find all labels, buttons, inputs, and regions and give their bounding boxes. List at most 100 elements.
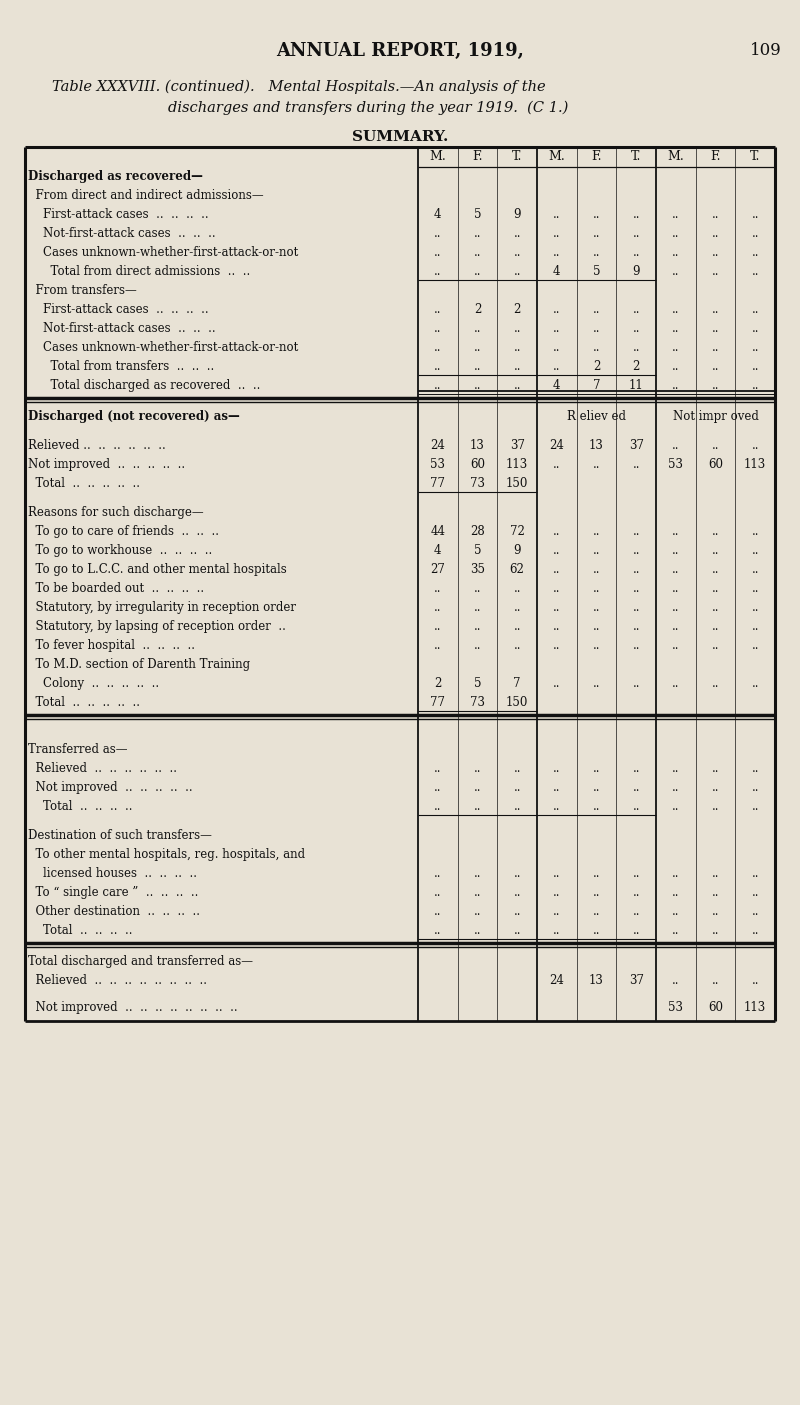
Text: ..: ..	[553, 228, 561, 240]
Text: ..: ..	[712, 582, 719, 594]
Text: ..: ..	[672, 762, 679, 776]
Text: ..: ..	[672, 208, 679, 221]
Text: 62: 62	[510, 563, 525, 576]
Text: ..: ..	[672, 582, 679, 594]
Text: ..: ..	[593, 601, 600, 614]
Text: ..: ..	[514, 582, 521, 594]
Text: ..: ..	[434, 924, 442, 937]
Text: First-attack cases  ..  ..  ..  ..: First-attack cases .. .. .. ..	[28, 208, 209, 221]
Text: ..: ..	[474, 867, 482, 880]
Text: ..: ..	[434, 867, 442, 880]
Text: 4: 4	[553, 266, 561, 278]
Text: ..: ..	[712, 762, 719, 776]
Text: ..: ..	[553, 620, 561, 634]
Text: ..: ..	[474, 924, 482, 937]
Text: 73: 73	[470, 695, 485, 710]
Text: ..: ..	[593, 905, 600, 917]
Text: ..: ..	[633, 322, 640, 334]
Text: ..: ..	[593, 799, 600, 813]
Text: 2: 2	[514, 303, 521, 316]
Text: 13: 13	[589, 438, 604, 452]
Text: ..: ..	[514, 620, 521, 634]
Text: Total from transfers  ..  ..  ..: Total from transfers .. .. ..	[28, 360, 214, 372]
Text: To go to L.C.C. and other mental hospitals: To go to L.C.C. and other mental hospita…	[28, 563, 286, 576]
Text: ..: ..	[672, 341, 679, 354]
Text: ..: ..	[633, 341, 640, 354]
Text: ..: ..	[553, 867, 561, 880]
Text: 7: 7	[593, 379, 600, 392]
Text: ..: ..	[751, 208, 759, 221]
Text: T.: T.	[631, 150, 642, 163]
Text: Total discharged and transferred as—: Total discharged and transferred as—	[28, 955, 253, 968]
Text: ..: ..	[712, 677, 719, 690]
Text: ..: ..	[514, 639, 521, 652]
Text: ..: ..	[633, 228, 640, 240]
Text: ..: ..	[434, 266, 442, 278]
Text: ..: ..	[434, 246, 442, 259]
Text: ..: ..	[593, 639, 600, 652]
Text: ..: ..	[593, 867, 600, 880]
Text: ..: ..	[751, 544, 759, 556]
Text: ..: ..	[553, 905, 561, 917]
Text: To go to workhouse  ..  ..  ..  ..: To go to workhouse .. .. .. ..	[28, 544, 212, 556]
Text: ANNUAL REPORT, 1919,: ANNUAL REPORT, 1919,	[276, 42, 524, 60]
Text: ..: ..	[712, 601, 719, 614]
Text: ..: ..	[593, 781, 600, 794]
Text: ..: ..	[751, 905, 759, 917]
Text: Relieved  ..  ..  ..  ..  ..  ..  ..  ..: Relieved .. .. .. .. .. .. .. ..	[28, 974, 207, 986]
Text: ..: ..	[514, 228, 521, 240]
Text: 2: 2	[474, 303, 481, 316]
Text: To be boarded out  ..  ..  ..  ..: To be boarded out .. .. .. ..	[28, 582, 204, 594]
Text: 109: 109	[750, 42, 782, 59]
Text: M.: M.	[430, 150, 446, 163]
Text: 53: 53	[668, 458, 683, 471]
Text: 5: 5	[474, 677, 482, 690]
Text: ..: ..	[672, 887, 679, 899]
Text: discharges and transfers during the year 1919.  (C 1.): discharges and transfers during the year…	[168, 101, 568, 115]
Text: ..: ..	[593, 208, 600, 221]
Text: ..: ..	[751, 762, 759, 776]
Text: ..: ..	[672, 322, 679, 334]
Text: ..: ..	[514, 379, 521, 392]
Text: ..: ..	[474, 360, 482, 372]
Text: 24: 24	[550, 974, 564, 986]
Text: 2: 2	[593, 360, 600, 372]
Text: 113: 113	[744, 458, 766, 471]
Text: ..: ..	[672, 266, 679, 278]
Text: 72: 72	[510, 525, 525, 538]
Text: ..: ..	[672, 525, 679, 538]
Text: 77: 77	[430, 478, 446, 490]
Text: 37: 37	[510, 438, 525, 452]
Text: ..: ..	[553, 246, 561, 259]
Text: ..: ..	[672, 867, 679, 880]
Text: ..: ..	[553, 322, 561, 334]
Text: ..: ..	[593, 525, 600, 538]
Text: 77: 77	[430, 695, 446, 710]
Text: ..: ..	[751, 867, 759, 880]
Text: Not-first-attack cases  ..  ..  ..: Not-first-attack cases .. .. ..	[28, 322, 216, 334]
Text: Relieved  ..  ..  ..  ..  ..  ..: Relieved .. .. .. .. .. ..	[28, 762, 177, 776]
Text: From transfers—: From transfers—	[28, 284, 137, 296]
Text: ..: ..	[553, 762, 561, 776]
Text: 11: 11	[629, 379, 643, 392]
Text: ..: ..	[434, 781, 442, 794]
Text: 9: 9	[633, 266, 640, 278]
Text: ..: ..	[672, 620, 679, 634]
Text: ..: ..	[633, 887, 640, 899]
Text: ..: ..	[553, 458, 561, 471]
Text: Transferred as—: Transferred as—	[28, 743, 127, 756]
Text: ..: ..	[712, 341, 719, 354]
Text: ..: ..	[553, 677, 561, 690]
Text: 9: 9	[514, 208, 521, 221]
Text: ..: ..	[633, 905, 640, 917]
Text: ..: ..	[712, 563, 719, 576]
Text: ..: ..	[712, 781, 719, 794]
Text: ..: ..	[553, 887, 561, 899]
Text: ..: ..	[672, 438, 679, 452]
Text: ..: ..	[553, 582, 561, 594]
Text: 37: 37	[629, 974, 644, 986]
Text: ..: ..	[751, 322, 759, 334]
Text: ..: ..	[712, 974, 719, 986]
Text: 53: 53	[430, 458, 446, 471]
Text: ..: ..	[474, 228, 482, 240]
